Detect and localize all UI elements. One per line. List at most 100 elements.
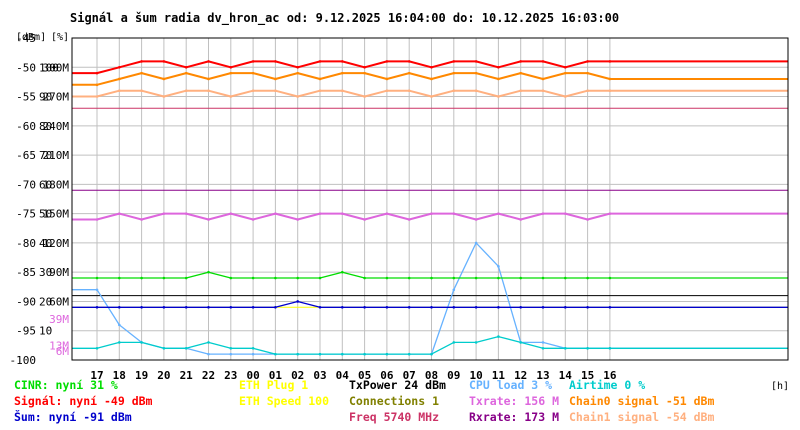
point-txrate [519, 218, 522, 221]
point-chain0 [608, 77, 612, 81]
point-signal [341, 60, 344, 63]
point-cinr [519, 276, 522, 280]
point-cinr [162, 276, 166, 280]
x-tick-label: 12 [514, 369, 527, 382]
point-chain1 [274, 89, 277, 92]
point-noise [184, 306, 188, 309]
point-chain0 [586, 71, 589, 75]
x-tick-label: 19 [135, 369, 148, 382]
point-chain0 [207, 77, 210, 81]
point-chain0 [296, 71, 300, 75]
y-tick-dbm: -85 [16, 266, 36, 279]
point-noise [474, 306, 478, 309]
point-cpu [474, 241, 478, 245]
point-airtime [118, 341, 121, 344]
point-noise [207, 306, 210, 309]
y-tick-extra: 6M [56, 345, 70, 358]
point-chain0 [385, 77, 389, 81]
point-noise [274, 306, 277, 309]
point-airtime [385, 352, 389, 356]
point-txrate [251, 218, 255, 221]
point-chain0 [229, 71, 233, 75]
y-tick-percent: 70 [39, 149, 52, 162]
point-cinr [497, 276, 500, 280]
y-tick-dbm: -80 [16, 237, 36, 250]
y-tick-rate: 120M [43, 237, 70, 250]
point-cinr [385, 276, 389, 280]
point-airtime [162, 346, 166, 350]
series-line-chain0 [72, 72, 788, 86]
point-noise [430, 306, 433, 309]
point-chain1 [229, 95, 233, 98]
y-tick-rate: 150M [43, 208, 70, 221]
point-txrate [274, 212, 277, 215]
point-airtime [207, 341, 210, 344]
x-tick-label: 03 [313, 369, 326, 382]
point-chain1 [118, 89, 121, 92]
point-txrate [95, 218, 99, 221]
point-txrate [430, 212, 433, 215]
y-tick-rate: 270M [43, 91, 70, 104]
point-cinr [140, 276, 143, 280]
legend-item-eth_speed: ETH Plug 1 [239, 378, 308, 392]
series-lines [72, 60, 788, 356]
point-signal [363, 65, 366, 69]
point-chain0 [184, 71, 188, 75]
x-tick-label: 04 [336, 369, 350, 382]
point-airtime [341, 352, 344, 356]
point-signal [385, 60, 389, 63]
y-tick-dbm: -100 [10, 354, 37, 367]
point-airtime [296, 352, 300, 356]
legend-item-connections: Connections 1 [349, 394, 439, 408]
point-airtime [251, 346, 255, 350]
x-tick-label: 18 [113, 369, 126, 382]
point-cpu [497, 265, 500, 268]
point-txrate [474, 218, 478, 221]
series-line-signal [72, 60, 788, 75]
point-chain1 [586, 89, 589, 92]
y-axis-ticks: -45 -50 -55 -60 -65 -70 -75 -80 -85 -90 -95 -100 100… [10, 32, 70, 367]
legend-item-cinr: CINR: nyní 31 % [14, 378, 118, 392]
point-noise [118, 306, 121, 309]
x-tick-label: 11 [492, 369, 506, 382]
series-line-cinr [72, 271, 788, 279]
series-line-noise [72, 300, 788, 308]
series-line-txrate [72, 212, 788, 221]
x-tick-label: 14 [559, 369, 573, 382]
y-tick-rate: 90M [49, 266, 69, 279]
x-tick-label: 10 [469, 369, 482, 382]
x-tick-label: 17 [90, 369, 103, 382]
legend: CINR: nyní 31 % ETH Plug 1 TxPower 24 dBm C… [14, 378, 714, 424]
point-cinr [118, 276, 121, 280]
y-tick-dbm: -50 [16, 61, 36, 74]
point-noise [140, 306, 143, 309]
point-chain0 [497, 77, 500, 81]
point-chain1 [497, 95, 500, 98]
point-noise [608, 306, 612, 309]
point-cpu [452, 288, 456, 292]
point-signal [541, 60, 545, 63]
point-chain1 [341, 89, 344, 92]
point-chain0 [363, 71, 366, 75]
point-airtime [430, 352, 433, 356]
point-signal [564, 65, 567, 69]
point-airtime [274, 352, 277, 356]
x-tick-label: 09 [447, 369, 460, 382]
point-airtime [363, 352, 366, 356]
point-cinr [251, 276, 255, 280]
point-signal [519, 60, 522, 63]
point-noise [497, 306, 500, 309]
point-chain0 [95, 83, 99, 87]
point-signal [184, 65, 188, 69]
point-noise [162, 306, 166, 309]
point-cinr [586, 276, 589, 280]
point-chain1 [140, 89, 143, 92]
point-noise [251, 306, 255, 309]
y-tick-percent: 20 [39, 295, 52, 308]
point-cinr [341, 270, 344, 274]
legend-item-noise: Šum: nyní -91 dBm [14, 409, 132, 424]
point-txrate [385, 212, 389, 215]
point-noise [318, 306, 322, 309]
point-chain1 [564, 95, 567, 98]
point-chain0 [407, 71, 411, 75]
